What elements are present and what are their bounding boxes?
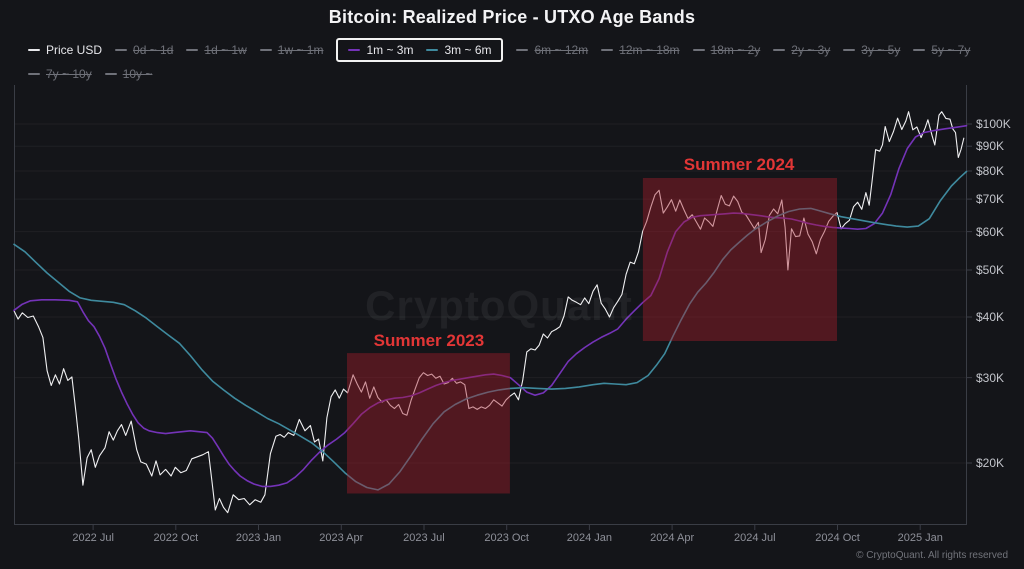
x-axis-label-2023-jan: 2023 Jan <box>235 532 282 544</box>
legend-row-1: Price USD 0d ~ 1d 1d ~ 1w 1w ~ 1m 1m ~ 3m 3m … <box>28 36 1008 64</box>
series-line-price-usd <box>13 111 965 514</box>
legend-item-10y[interactable]: 10y ~ <box>104 67 153 81</box>
legend-item-label: 1d ~ 1w <box>204 43 247 57</box>
legend-dash-icon <box>913 49 926 51</box>
legend-dash-icon <box>426 49 439 51</box>
legend-item-label: 5y ~ 7y <box>931 43 971 57</box>
legend-dash-icon <box>28 49 40 51</box>
y-axis-label-20k: $20K <box>976 456 1005 470</box>
plot-area[interactable] <box>13 85 972 530</box>
chart-title: Bitcoin: Realized Price - UTXO Age Bands <box>328 7 696 27</box>
legend-item-label: 7y ~ 10y <box>46 67 92 81</box>
legend-item-label: Price USD <box>46 43 103 57</box>
legend-item-1d-1w[interactable]: 1d ~ 1w <box>186 43 247 57</box>
legend-dash-icon <box>186 49 199 51</box>
x-axis-label-2023-jul: 2023 Jul <box>403 532 445 544</box>
legend-dash-icon <box>692 49 705 51</box>
annotation-summer-2024: Summer 2024 <box>683 155 795 175</box>
y-axis-label-90k: $90K <box>976 139 1005 154</box>
legend-item-6m-12m[interactable]: 6m ~ 12m <box>516 43 588 57</box>
legend-item-label: 3m ~ 6m <box>444 43 492 57</box>
legend-dash-icon <box>348 49 361 51</box>
legend-item-label: 6m ~ 12m <box>534 43 589 57</box>
legend-dash-icon <box>773 49 786 51</box>
highlight-box-summer-2024 <box>642 178 837 341</box>
series-line-1m-3m <box>13 124 968 488</box>
y-axis-label-100k: $100K <box>976 117 1011 131</box>
x-axis-label-2025-jan: 2025 Jan <box>897 532 943 544</box>
legend-item-0d-1d[interactable]: 0d ~ 1d <box>115 43 173 57</box>
x-axis-label-2022-oct: 2022 Oct <box>153 532 199 544</box>
legend-item-label: 0d ~ 1d <box>133 43 174 57</box>
legend-item-7y-10y[interactable]: 7y ~ 10y <box>28 67 92 81</box>
y-axis-label-50k: $50K <box>976 262 1005 277</box>
legend-item-label: 3y ~ 5y <box>861 43 901 57</box>
y-axis-label-30k: $30K <box>976 370 1005 385</box>
legend-row-2: 7y ~ 10y 10y ~ <box>28 64 1008 84</box>
legend-dash-icon <box>104 73 117 75</box>
legend-item-1w-1m[interactable]: 1w ~ 1m <box>259 43 324 57</box>
legend-item-5y-7y[interactable]: 5y ~ 7y <box>913 43 970 57</box>
y-axis-label-70k: $70K <box>976 192 1005 207</box>
series-line-3m-6m <box>13 170 968 491</box>
legend-item-label: 1w ~ 1m <box>277 43 324 57</box>
legend-item-label: 12m ~ 18m <box>619 43 680 57</box>
legend-item-label: 1m ~ 3m <box>366 43 414 57</box>
y-axis-label-40k: $40K <box>976 310 1005 324</box>
legend-active-box: 1m ~ 3m 3m ~ 6m <box>336 38 504 62</box>
legend-item-label: 10y ~ <box>122 67 153 81</box>
legend-item-3m-6m[interactable]: 3m ~ 6m <box>426 43 491 57</box>
x-axis-label-2024-jul: 2024 Jul <box>734 532 776 544</box>
x-axis-label-2024-oct: 2024 Oct <box>815 532 860 544</box>
legend-item-3y-5y[interactable]: 3y ~ 5y <box>843 43 900 57</box>
x-axis-label-2023-apr: 2023 Apr <box>319 532 364 544</box>
legend-dash-icon <box>115 49 128 51</box>
y-axis-label-80k: $80K <box>976 164 1005 178</box>
legend-item-price-usd[interactable]: Price USD <box>28 43 102 57</box>
legend-dash-icon <box>259 49 272 51</box>
y-axis-label-60k: $60K <box>976 224 1005 239</box>
legend-item-label: 2y ~ 3y <box>791 43 831 57</box>
legend-item-1m-3m[interactable]: 1m ~ 3m <box>348 43 413 57</box>
legend-dash-icon <box>601 49 614 51</box>
legend-dash-icon <box>516 49 529 51</box>
legend-item-label: 18m ~ 2y <box>710 43 761 57</box>
copyright-notice: © CryptoQuant. All rights reserved <box>856 550 1008 561</box>
x-axis-label-2022-jul: 2022 Jul <box>72 532 114 544</box>
highlight-box-summer-2023 <box>347 353 510 494</box>
legend-item-18m-2y[interactable]: 18m ~ 2y <box>692 43 761 57</box>
legend-dash-icon <box>28 73 40 75</box>
legend-item-2y-3y[interactable]: 2y ~ 3y <box>773 43 830 57</box>
legend: Price USD 0d ~ 1d 1d ~ 1w 1w ~ 1m 1m ~ 3m 3m … <box>28 36 1008 84</box>
x-axis-label-2023-oct: 2023 Oct <box>484 532 529 544</box>
x-axis-label-2024-jan: 2024 Jan <box>566 532 613 544</box>
x-axis-label-2024-apr: 2024 Apr <box>650 532 695 544</box>
annotation-summer-2023: Summer 2023 <box>373 330 485 350</box>
legend-item-12m-18m[interactable]: 12m ~ 18m <box>601 43 680 57</box>
legend-dash-icon <box>843 49 856 51</box>
